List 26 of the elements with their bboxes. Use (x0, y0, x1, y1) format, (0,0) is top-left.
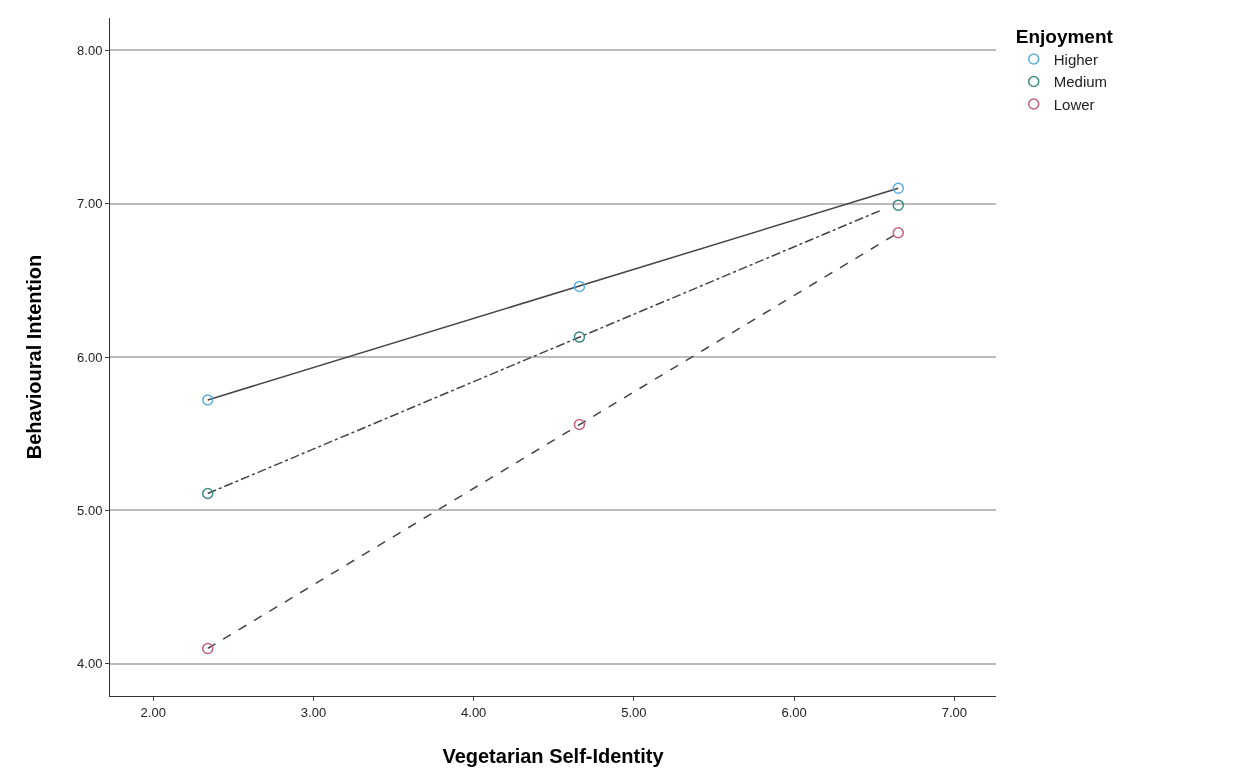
x-tick-label: 3.00 (300, 704, 327, 720)
point (201, 642, 214, 655)
point (892, 199, 905, 211)
legend-title: Enjoyment (1015, 25, 1114, 47)
x-tick-label: 2.00 (140, 704, 166, 720)
x-axis-title: Vegetarian Self-Identity (442, 745, 665, 768)
x-tick-label: 7.00 (941, 704, 967, 720)
point (201, 487, 214, 500)
y-tick-label: 5.00 (77, 502, 103, 518)
y-tick-label: 8.00 (77, 42, 103, 58)
point (892, 182, 905, 195)
point (573, 331, 586, 343)
x-tick-label: 6.00 (781, 704, 807, 720)
legend-label: Medium (1053, 73, 1108, 91)
y-axis-title: Behavioural Intention (22, 254, 45, 460)
legend-label: Higher (1053, 50, 1098, 68)
y-tick-label: 6.00 (77, 349, 103, 365)
y-tick-label: 7.00 (77, 196, 103, 212)
point (201, 394, 214, 406)
point (573, 418, 586, 431)
point (573, 280, 586, 293)
y-tick-label: 4.00 (77, 656, 103, 672)
legend-label: Lower (1053, 95, 1095, 113)
point (892, 227, 905, 239)
x-tick-label: 5.00 (621, 704, 647, 720)
x-tick-label: 4.00 (461, 704, 487, 720)
